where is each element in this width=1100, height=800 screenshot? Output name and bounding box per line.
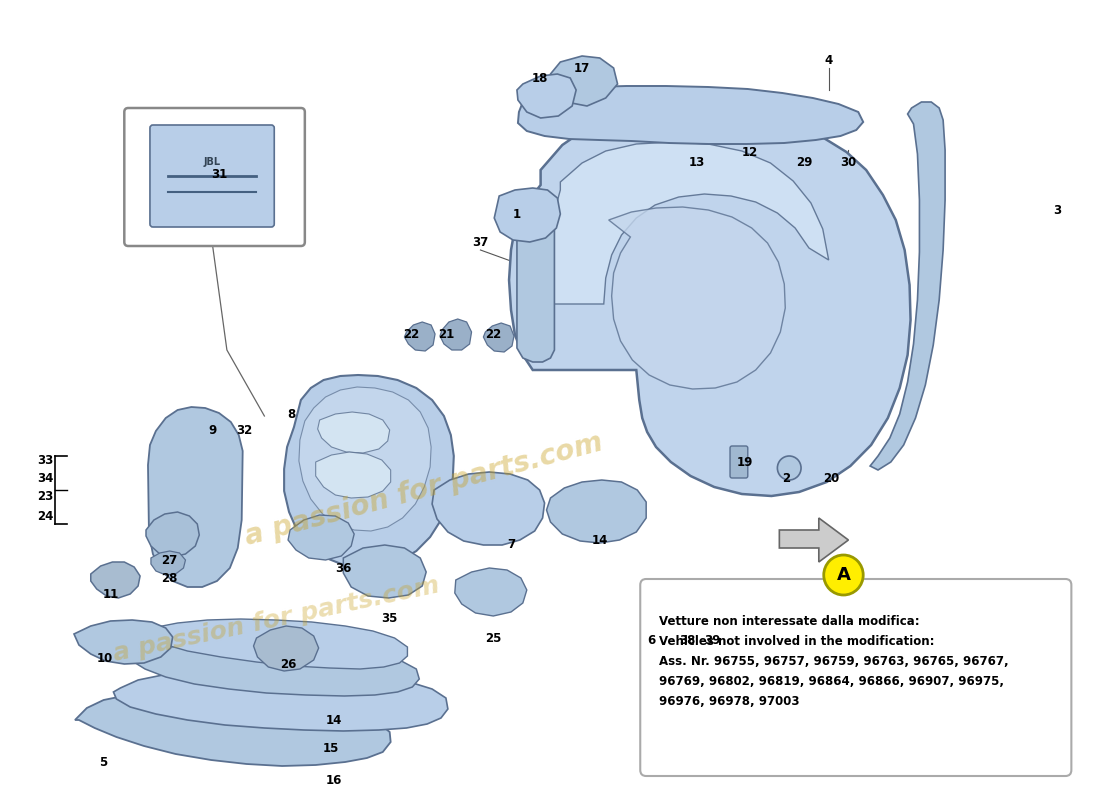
Text: 10: 10 <box>97 651 112 665</box>
Text: 96769, 96802, 96819, 96864, 96866, 96907, 96975,: 96769, 96802, 96819, 96864, 96866, 96907… <box>659 675 1004 688</box>
Polygon shape <box>148 407 243 587</box>
Text: 39: 39 <box>704 634 720 646</box>
Text: 9: 9 <box>208 423 217 437</box>
Polygon shape <box>547 480 646 543</box>
Polygon shape <box>284 375 454 567</box>
Text: 32: 32 <box>236 423 253 437</box>
Polygon shape <box>608 207 785 389</box>
Text: 11: 11 <box>102 587 119 601</box>
Text: 1: 1 <box>513 209 521 222</box>
Text: 13: 13 <box>689 155 705 169</box>
Text: 14: 14 <box>326 714 342 726</box>
FancyBboxPatch shape <box>124 108 305 246</box>
Text: Vehicles not involved in the modification:: Vehicles not involved in the modificatio… <box>659 635 935 648</box>
Polygon shape <box>316 452 390 498</box>
Polygon shape <box>517 74 576 118</box>
Text: Ass. Nr. 96755, 96757, 96759, 96763, 96765, 96767,: Ass. Nr. 96755, 96757, 96759, 96763, 967… <box>659 655 1009 668</box>
Text: 3: 3 <box>1054 203 1062 217</box>
Text: 14: 14 <box>592 534 608 546</box>
Text: 7: 7 <box>507 538 515 551</box>
Text: 18: 18 <box>531 71 548 85</box>
Text: 8: 8 <box>287 409 295 422</box>
Polygon shape <box>343 545 426 598</box>
Text: 6: 6 <box>647 634 656 646</box>
FancyBboxPatch shape <box>150 125 274 227</box>
Text: 17: 17 <box>574 62 591 74</box>
Polygon shape <box>74 620 173 664</box>
Text: 2: 2 <box>782 471 790 485</box>
Polygon shape <box>405 322 436 351</box>
Text: 36: 36 <box>336 562 352 574</box>
Polygon shape <box>318 412 389 453</box>
Text: 19: 19 <box>737 455 754 469</box>
Text: 12: 12 <box>741 146 758 158</box>
Polygon shape <box>870 102 945 470</box>
Text: A: A <box>836 566 850 584</box>
Text: Vetture non interessate dalla modifica:: Vetture non interessate dalla modifica: <box>659 615 920 628</box>
Text: 38: 38 <box>680 634 696 646</box>
Text: 96976, 96978, 97003: 96976, 96978, 97003 <box>659 695 800 708</box>
Text: 22: 22 <box>404 329 419 342</box>
Text: 26: 26 <box>279 658 296 671</box>
Polygon shape <box>548 142 828 304</box>
Text: 15: 15 <box>322 742 339 754</box>
Polygon shape <box>518 86 864 144</box>
Text: 24: 24 <box>37 510 54 522</box>
Text: 5: 5 <box>99 755 108 769</box>
Text: JBL: JBL <box>204 157 221 167</box>
Text: 33: 33 <box>37 454 54 466</box>
Text: 31: 31 <box>211 169 227 182</box>
Polygon shape <box>113 671 448 731</box>
Polygon shape <box>440 319 472 350</box>
Text: 16: 16 <box>326 774 342 786</box>
Text: 27: 27 <box>162 554 178 566</box>
FancyBboxPatch shape <box>640 579 1071 776</box>
Text: a passion for parts.com: a passion for parts.com <box>111 574 441 666</box>
Text: 29: 29 <box>795 155 812 169</box>
Text: 25: 25 <box>485 631 502 645</box>
Circle shape <box>778 456 801 480</box>
Text: 21: 21 <box>438 329 454 342</box>
Circle shape <box>824 555 864 595</box>
Polygon shape <box>494 188 560 242</box>
Polygon shape <box>454 568 527 616</box>
Polygon shape <box>780 518 848 562</box>
Polygon shape <box>483 323 514 352</box>
Text: 35: 35 <box>382 611 398 625</box>
Text: 34: 34 <box>37 471 54 485</box>
Text: 30: 30 <box>840 155 857 169</box>
Polygon shape <box>151 551 186 575</box>
Polygon shape <box>550 56 617 106</box>
Text: 20: 20 <box>824 471 839 485</box>
Polygon shape <box>432 472 544 545</box>
Polygon shape <box>129 643 419 696</box>
Text: 23: 23 <box>37 490 54 502</box>
Polygon shape <box>299 387 431 531</box>
Polygon shape <box>134 619 407 669</box>
Polygon shape <box>517 196 554 362</box>
Polygon shape <box>253 626 319 671</box>
Polygon shape <box>146 512 199 557</box>
FancyBboxPatch shape <box>730 446 748 478</box>
Text: 22: 22 <box>485 329 502 342</box>
Polygon shape <box>75 695 390 766</box>
Polygon shape <box>91 562 140 598</box>
Text: 4: 4 <box>825 54 833 66</box>
Text: 28: 28 <box>162 571 178 585</box>
Text: 37: 37 <box>472 235 488 249</box>
Text: a passion for parts.com: a passion for parts.com <box>242 429 606 551</box>
Polygon shape <box>288 515 354 560</box>
Polygon shape <box>509 110 911 496</box>
